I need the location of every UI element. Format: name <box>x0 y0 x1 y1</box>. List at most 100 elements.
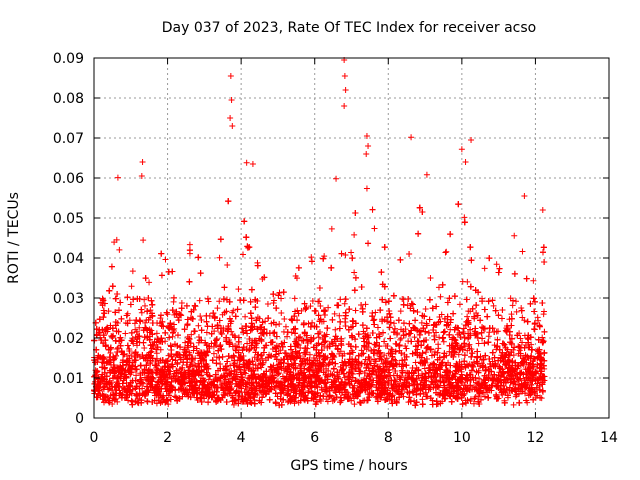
data-point <box>146 279 153 286</box>
data-point <box>372 309 379 316</box>
data-point <box>452 349 459 356</box>
data-point <box>284 333 291 340</box>
data-point <box>398 335 405 342</box>
data-point <box>162 256 169 263</box>
data-point <box>309 297 316 304</box>
data-point <box>278 309 285 316</box>
data-point <box>459 278 466 285</box>
data-point <box>173 394 180 401</box>
data-point <box>342 252 349 259</box>
data-point <box>153 350 160 357</box>
data-point <box>464 347 471 354</box>
data-point <box>513 308 520 315</box>
data-point <box>128 283 135 290</box>
data-point <box>363 185 370 192</box>
data-point <box>277 347 284 354</box>
data-point <box>510 401 517 408</box>
data-point <box>169 356 176 363</box>
data-point <box>141 302 148 309</box>
data-point <box>244 244 251 251</box>
data-point <box>456 359 463 366</box>
data-point <box>421 365 428 372</box>
data-point <box>443 248 450 255</box>
data-point <box>123 361 130 368</box>
data-point <box>203 329 210 336</box>
data-point <box>331 310 338 317</box>
data-point <box>293 275 300 282</box>
data-point <box>336 312 343 319</box>
data-points-layer <box>91 57 548 409</box>
data-point <box>278 295 285 302</box>
data-point <box>140 237 147 244</box>
data-point <box>205 376 212 383</box>
data-point <box>181 346 188 353</box>
data-point <box>169 333 176 340</box>
data-point <box>308 254 315 261</box>
data-point <box>435 345 442 352</box>
data-point <box>325 367 332 374</box>
data-point <box>316 298 323 305</box>
data-point <box>129 268 136 275</box>
data-point <box>382 380 389 387</box>
data-point <box>351 401 358 408</box>
data-point <box>437 293 444 300</box>
data-point <box>323 396 330 403</box>
data-point <box>111 239 118 246</box>
data-point <box>196 297 203 304</box>
data-point <box>392 340 399 347</box>
data-point <box>485 333 492 340</box>
data-point <box>242 313 249 320</box>
data-point <box>470 400 477 407</box>
data-point <box>214 305 221 312</box>
data-point <box>291 295 298 302</box>
data-point <box>388 346 395 353</box>
data-point <box>288 329 295 336</box>
data-point <box>468 346 475 353</box>
data-point <box>178 299 185 306</box>
data-point <box>493 261 500 268</box>
data-point <box>431 348 438 355</box>
data-point <box>113 395 120 402</box>
data-point <box>235 286 242 293</box>
data-point <box>515 343 522 350</box>
data-point <box>336 350 343 357</box>
data-point <box>405 331 412 338</box>
data-point <box>126 317 133 324</box>
data-point <box>144 398 151 405</box>
data-point <box>458 368 465 375</box>
data-point <box>244 340 251 347</box>
data-point <box>325 304 332 311</box>
data-point <box>138 309 145 316</box>
data-point <box>264 301 271 308</box>
data-point <box>195 322 202 329</box>
data-point <box>422 349 429 356</box>
data-point <box>427 274 434 281</box>
data-point <box>481 265 488 272</box>
data-point <box>229 309 236 316</box>
data-point <box>186 241 193 248</box>
data-point <box>476 375 483 382</box>
data-point <box>511 232 518 239</box>
data-point <box>366 357 373 364</box>
data-point <box>179 393 186 400</box>
data-point <box>224 262 231 269</box>
data-point <box>442 249 449 256</box>
data-point <box>475 340 482 347</box>
data-point <box>233 388 240 395</box>
data-point <box>399 295 406 302</box>
data-point <box>141 344 148 351</box>
data-point <box>141 296 148 303</box>
data-point <box>195 339 202 346</box>
grid-layer <box>94 58 609 418</box>
data-point <box>139 385 146 392</box>
data-point <box>402 342 409 349</box>
data-point <box>128 352 135 359</box>
data-point <box>440 338 447 345</box>
data-point <box>541 308 548 315</box>
data-point <box>216 254 223 261</box>
data-point <box>351 269 358 276</box>
data-point <box>517 335 524 342</box>
data-point <box>147 307 154 314</box>
